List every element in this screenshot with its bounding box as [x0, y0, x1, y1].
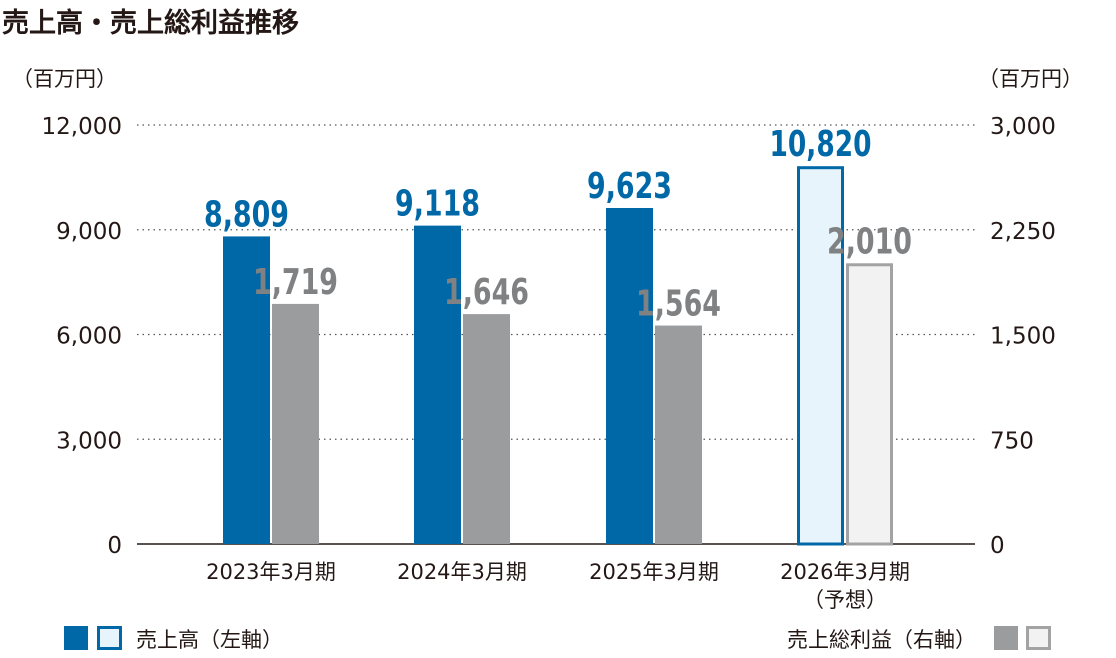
- category-label: 2024年3月期: [397, 560, 527, 584]
- value-label: 9,623: [587, 166, 672, 207]
- left-tick-label: 3,000: [56, 428, 122, 454]
- legend-swatch-gross-profit: [994, 626, 1018, 650]
- value-label: 8,809: [204, 194, 289, 235]
- legend: 売上高（左軸） 売上総利益（右軸）: [64, 626, 1051, 652]
- bars: [223, 166, 893, 546]
- bar-sales-forecast: [797, 166, 844, 546]
- value-label: 1,646: [444, 272, 529, 313]
- category-label: 2023年3月期: [206, 560, 336, 584]
- category-label: 2025年3月期: [589, 560, 719, 584]
- left-tick-label: 6,000: [56, 324, 122, 350]
- legend-label-sales: 売上高（左軸）: [136, 628, 283, 652]
- bar-sales: [606, 207, 653, 544]
- value-labels: 8,809 1,719 9,118 1,646 9,623 1,564 10,820 2,01…: [204, 124, 912, 324]
- bar-sales: [414, 225, 461, 545]
- right-axis-unit: （百万円）: [978, 67, 1083, 91]
- category-sublabel: （予想）: [803, 588, 887, 612]
- right-tick-label: 3,000: [990, 114, 1056, 140]
- bar-gross-profit: [655, 325, 702, 544]
- value-label: 2,010: [827, 221, 912, 262]
- bar-sales: [223, 236, 270, 545]
- legend-swatch-sales-forecast: [97, 626, 122, 650]
- bar-gross-profit: [463, 314, 510, 544]
- value-label: 10,820: [770, 124, 872, 165]
- left-tick-label: 0: [107, 533, 122, 559]
- value-label: 9,118: [395, 184, 480, 225]
- legend-label-gross-profit: 売上総利益（右軸）: [787, 628, 976, 652]
- category-labels: 2023年3月期 2024年3月期 2025年3月期 2026年3月期 （予想）: [206, 560, 910, 612]
- left-tick-label: 12,000: [42, 114, 122, 140]
- bar-gross-profit: [272, 303, 319, 544]
- bar-gross-profit-forecast: [846, 263, 893, 546]
- right-tick-label: 1,500: [990, 324, 1056, 350]
- value-label: 1,564: [636, 284, 721, 325]
- right-tick-label: 0: [990, 533, 1005, 559]
- right-tick-label: 2,250: [990, 219, 1056, 245]
- value-label: 1,719: [253, 262, 338, 303]
- chart-title: 売上高・売上総利益推移: [2, 7, 299, 39]
- left-tick-label: 9,000: [56, 219, 122, 245]
- category-label: 2026年3月期: [780, 560, 910, 584]
- axis-ticks: 0 0 3,000 750 6,000 1,500 9,000 2,250 12,000 3,00…: [42, 114, 1056, 559]
- right-tick-label: 750: [990, 428, 1034, 454]
- legend-swatch-sales: [64, 626, 88, 650]
- left-axis-unit: （百万円）: [12, 67, 117, 91]
- legend-swatch-gross-profit-forecast: [1026, 626, 1051, 650]
